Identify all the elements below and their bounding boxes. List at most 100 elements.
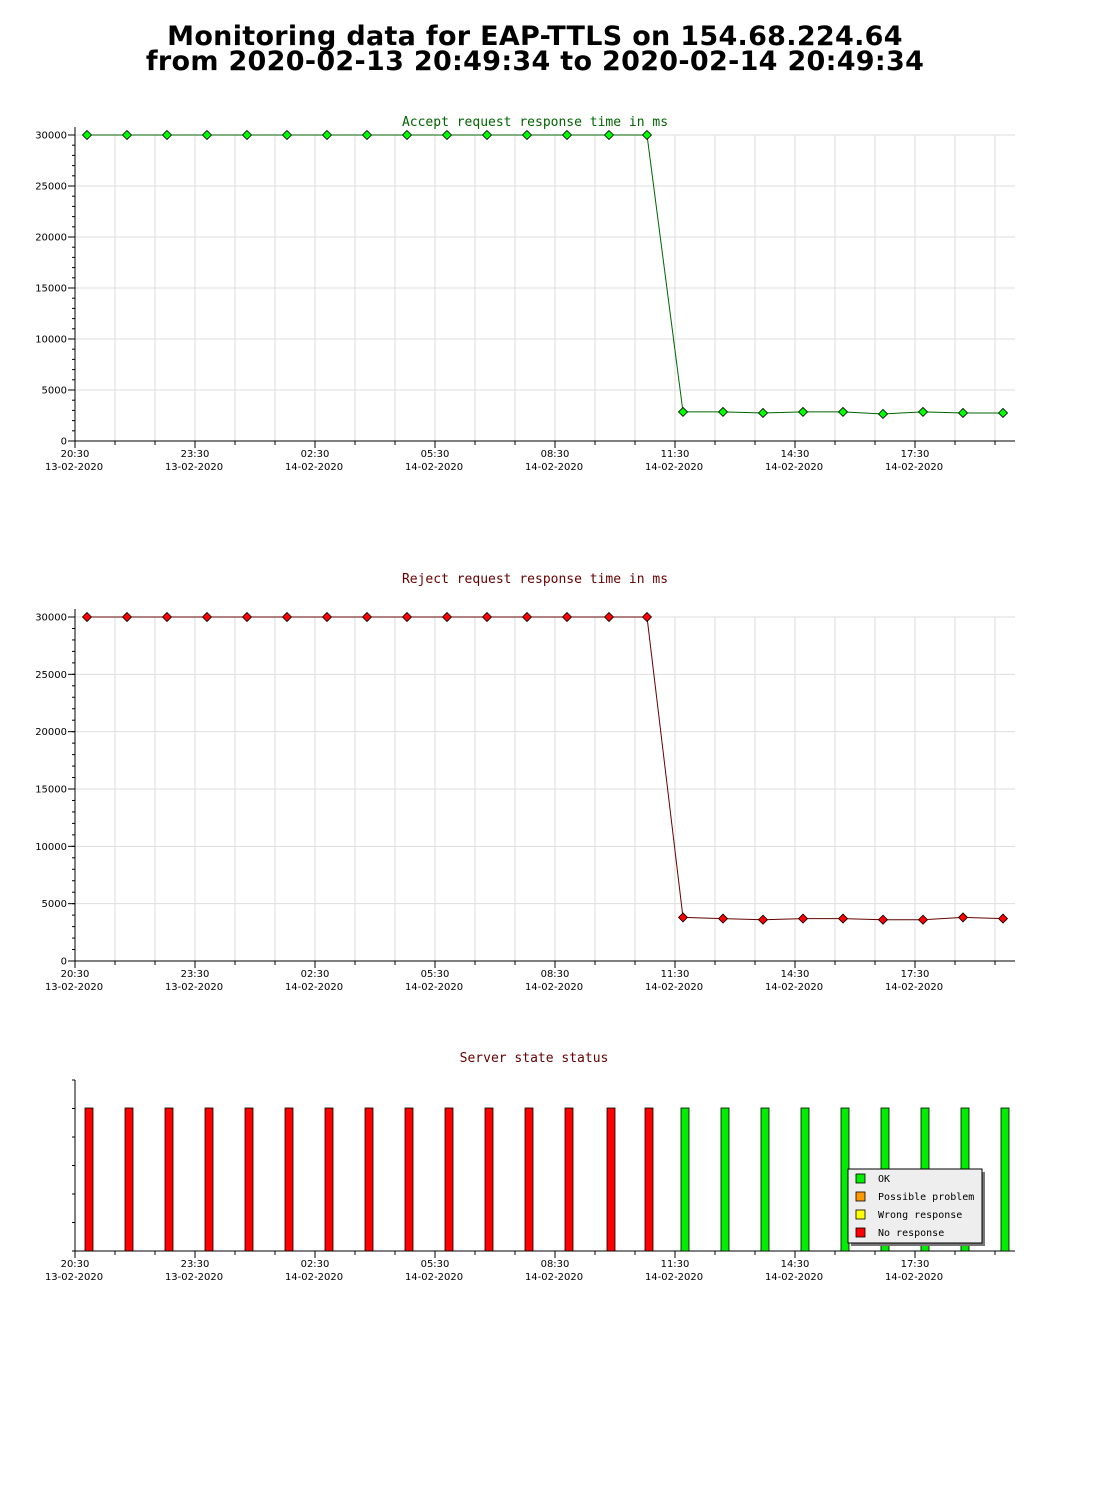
status-chart-title: Server state status [460,1051,609,1066]
page-title-line-1: Monitoring data for EAP-TTLS on 154.68.2… [167,21,903,52]
status-bar [800,1107,810,1252]
reject-data-point [361,611,373,623]
accept-data-point [201,129,213,141]
accept-data-point [677,406,689,417]
accept-data-point [281,129,293,141]
legend-label: Possible problem [878,1192,974,1203]
accept-series-line [87,134,1003,415]
reject-data-point [717,913,729,924]
reject-data-point [241,611,253,623]
legend-label: OK [878,1174,890,1185]
accept-data-point [717,406,729,417]
status-bar [644,1107,654,1252]
accept-data-point [997,407,1009,419]
status-bar [84,1107,94,1252]
reject-x-tick-date: 14-02-2020 [765,982,823,993]
reject-y-tick-label: 0 [61,957,67,968]
reject-x-tick-time: 20:30 [61,969,90,980]
legend-box [847,1168,983,1244]
status-bar [484,1107,494,1252]
accept-data-point [321,129,333,141]
reject-x-tick-date: 14-02-2020 [645,982,703,993]
accept-data-point [481,129,493,141]
reject-x-tick-date: 13-02-2020 [45,982,103,993]
accept-x-tick-time: 11:30 [661,449,690,460]
reject-data-point [837,913,849,924]
accept-data-point [957,407,969,419]
reject-data-point [281,611,293,623]
accept-data-point [521,129,533,141]
accept-data-point [121,129,133,141]
accept-chart: Accept request response time in ms 0 5000 1… [35,115,1015,473]
legend-swatch [855,1173,866,1184]
legend-label: No response [878,1228,944,1239]
status-bar [284,1107,294,1252]
accept-x-tick-date: 14-02-2020 [645,462,703,473]
accept-x-tick-date: 14-02-2020 [405,462,463,473]
reject-data-point [441,611,453,623]
accept-y-tick-label: 20000 [35,233,67,244]
accept-data-point [361,129,373,141]
accept-x-tick-time: 14:30 [781,449,810,460]
accept-data-point [161,129,173,141]
accept-x-tick-time: 05:30 [421,449,450,460]
reject-chart-title: Reject request response time in ms [402,572,668,587]
reject-data-point [957,912,969,923]
reject-data-point [401,611,413,623]
status-x-tick-date: 14-02-2020 [765,1272,823,1283]
reject-x-tick-date: 14-02-2020 [885,982,943,993]
accept-y-tick-label: 25000 [35,182,67,193]
status-x-tick-time: 08:30 [541,1259,570,1270]
status-bar [564,1107,574,1252]
page-title: Monitoring data for EAP-TTLS on 154.68.2… [0,21,1070,77]
status-chart: Server state status 20:30 13-02-2020 23:30 1… [45,1051,1015,1283]
status-x-tick-date: 13-02-2020 [45,1272,103,1283]
reject-y-tick-label: 15000 [35,785,67,796]
accept-data-point [401,129,413,141]
accept-data-point [797,406,809,417]
status-bar [680,1107,690,1252]
reject-x-tick-time: 05:30 [421,969,450,980]
reject-data-point [997,913,1009,924]
status-bar [164,1107,174,1252]
accept-data-point [561,129,573,141]
accept-x-tick-time: 23:30 [181,449,210,460]
status-x-tick-date: 14-02-2020 [885,1272,943,1283]
page-title-line-2: from 2020-02-13 20:49:34 to 2020-02-14 2… [145,46,925,77]
accept-x-tick-date: 13-02-2020 [45,462,103,473]
reject-y-tick-label: 25000 [35,670,67,681]
status-x-tick-time: 14:30 [781,1259,810,1270]
reject-data-point [201,611,213,623]
reject-x-tick-time: 08:30 [541,969,570,980]
accept-x-tick-date: 14-02-2020 [525,462,583,473]
reject-y-tick-label: 10000 [35,842,67,853]
status-bar [404,1107,414,1252]
reject-x-tick-time: 02:30 [301,969,330,980]
status-bar [364,1107,374,1252]
reject-data-point [917,914,929,925]
reject-y-tick-label: 20000 [35,727,67,738]
status-bar [760,1107,770,1252]
status-bar [606,1107,616,1252]
accept-chart-title: Accept request response time in ms [402,115,668,130]
accept-x-tick-time: 02:30 [301,449,330,460]
status-bar [720,1107,730,1252]
reject-data-point [603,611,615,623]
status-x-tick-time: 05:30 [421,1259,450,1270]
reject-x-tick-time: 23:30 [181,969,210,980]
reject-x-tick-date: 14-02-2020 [285,982,343,993]
accept-data-point [81,129,93,141]
reject-x-tick-date: 13-02-2020 [165,982,223,993]
status-x-tick-time: 17:30 [901,1259,930,1270]
status-bar [444,1107,454,1252]
accept-data-point [837,406,849,417]
status-x-tick-time: 02:30 [301,1259,330,1270]
accept-data-point [877,408,889,420]
reject-x-tick-time: 14:30 [781,969,810,980]
accept-x-tick-time: 08:30 [541,449,570,460]
reject-data-point [521,611,533,623]
reject-series-line [87,616,1004,921]
reject-data-point [121,611,133,623]
status-x-tick-date: 14-02-2020 [525,1272,583,1283]
reject-y-tick-label: 30000 [35,613,67,624]
